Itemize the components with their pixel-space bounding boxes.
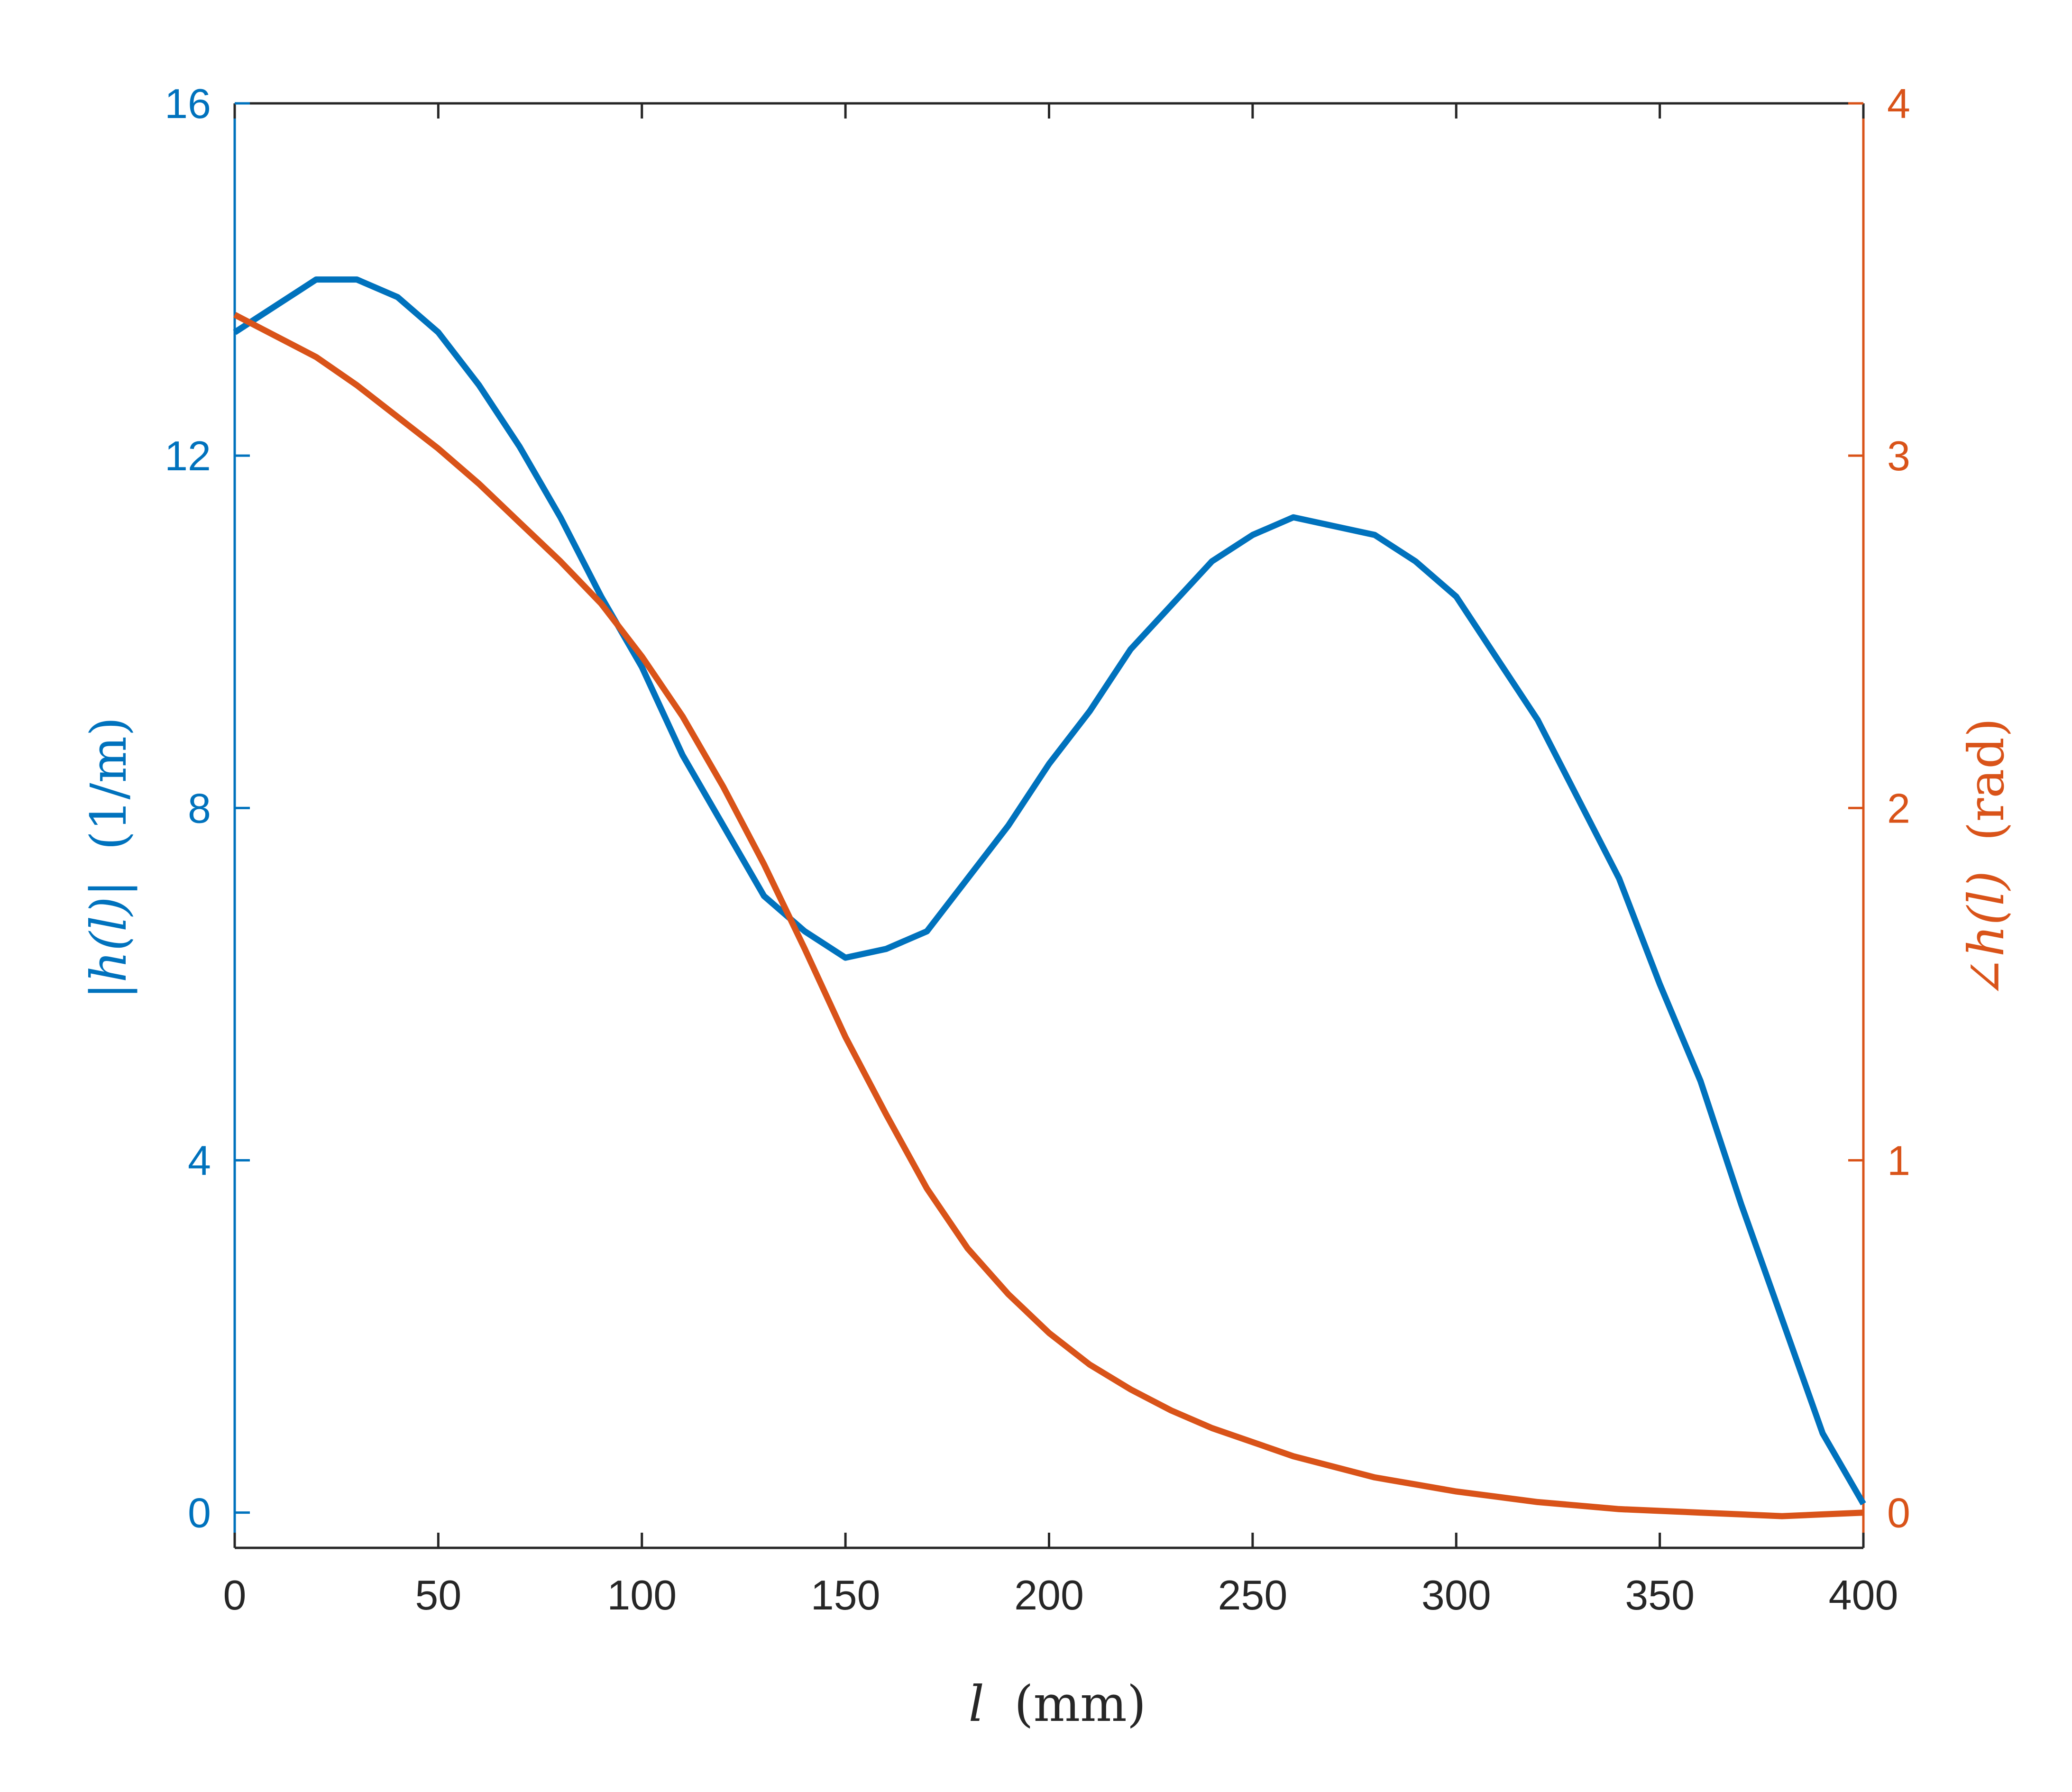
phase-series-line [233,312,1864,1519]
x-tick-label: 150 [811,1572,880,1618]
y-right-tick-label: 1 [1887,1137,1910,1184]
x-tick-label: 400 [1829,1572,1898,1618]
x-tick-label: 350 [1625,1572,1695,1618]
y-left-tick-label: 0 [188,1490,211,1536]
y-right-axis-label: ∠h(l) (rad) [1957,718,2015,998]
y-right-axis-label-unit: (rad) [1957,718,2015,841]
x-axis-label-var: l [969,1675,984,1733]
x-axis-label-unit: (mm) [1014,1675,1146,1733]
x-tick-label: 250 [1218,1572,1287,1618]
y-right-tick-label: 4 [1887,80,1910,127]
x-axis-label: l (mm) [969,1675,1146,1733]
y-left-tick-label: 4 [188,1137,211,1184]
y-left-axis-label-text: |h(l)| [80,880,138,999]
series-layer [233,276,1866,1519]
x-tick-label: 50 [415,1572,461,1618]
x-tick-label: 200 [1014,1572,1084,1618]
y-right-axis-label-text: ∠h(l) [1957,871,2015,998]
x-tick-label: 300 [1421,1572,1491,1618]
y-right-tick-label: 0 [1887,1490,1910,1536]
y-left-tick-label: 12 [165,432,211,479]
x-tick-label: 0 [223,1572,247,1618]
y-left-tick-label: 16 [165,80,211,127]
magnitude-series-line [233,276,1866,1506]
y-left-axis-label-unit: (1/m) [80,717,138,850]
y-right-tick-label: 2 [1887,785,1910,832]
y-left-tick-label: 8 [188,785,211,832]
x-tick-label: 100 [607,1572,677,1618]
y-left-axis-label: |h(l)| (1/m) [80,717,138,999]
y-right-tick-label: 3 [1887,432,1910,479]
